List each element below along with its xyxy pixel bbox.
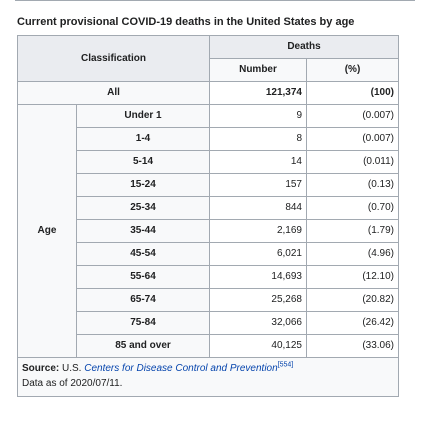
deaths-number: 157: [209, 173, 307, 197]
header-row-top: Classification Deaths: [17, 35, 400, 82]
age-row: 55-64 14,693 (12.10): [18, 265, 400, 289]
age-range-label: 35-44: [76, 219, 210, 243]
deaths-percent: (0.13): [305, 173, 400, 197]
deaths-header: Deaths: [208, 35, 400, 59]
age-row: 25-34 844 (0.70): [18, 196, 400, 220]
deaths-percent: (26.42): [305, 311, 400, 335]
source-cell: Source: U.S. Centers for Disease Control…: [16, 357, 400, 397]
age-row: Age Under 1 9 (0.007): [17, 104, 400, 358]
age-range-label: 5-14: [76, 150, 210, 174]
deaths-percent: (0.007): [305, 104, 400, 128]
age-range-label: 55-64: [76, 265, 210, 289]
deaths-percent: (20.82): [305, 288, 400, 312]
all-label: All: [17, 81, 210, 105]
age-range-label: 65-74: [76, 288, 210, 312]
deaths-percent: (0.011): [305, 150, 400, 174]
deaths-number: 844: [209, 196, 307, 220]
number-header: Number: [209, 58, 307, 82]
percent-header: (%): [305, 58, 400, 82]
deaths-percent: (0.70): [305, 196, 400, 220]
all-percent: (100): [305, 81, 400, 105]
age-range-label: 1-4: [76, 127, 210, 151]
age-range-label: 85 and over: [76, 334, 210, 358]
source-label: Source:: [22, 363, 60, 374]
age-row: 75-84 32,066 (26.42): [18, 311, 400, 335]
age-row: 85 and over 40,125 (33.06): [18, 334, 400, 358]
age-range-label: Under 1: [76, 104, 210, 128]
table-caption: Current provisional COVID-19 deaths in t…: [17, 16, 355, 28]
data-as-of: Data as of 2020/07/11.: [22, 378, 123, 389]
deaths-number: 40,125: [209, 334, 307, 358]
age-row: 35-44 2,169 (1.79): [18, 219, 400, 243]
deaths-number: 9: [209, 104, 307, 128]
age-range-label: 15-24: [76, 173, 210, 197]
cdc-link[interactable]: Centers for Disease Control and Preventi…: [84, 363, 278, 374]
age-row: 45-54 6,021 (4.96): [18, 242, 400, 266]
age-range-label: 75-84: [76, 311, 210, 335]
deaths-number: 6,021: [209, 242, 307, 266]
deaths-number: 2,169: [209, 219, 307, 243]
header-row-sub: Number (%): [18, 58, 400, 82]
deaths-number: 14,693: [209, 265, 307, 289]
deaths-number: 14: [209, 150, 307, 174]
source-prefix: U.S.: [62, 363, 82, 374]
deaths-percent: (0.007): [305, 127, 400, 151]
all-number: 121,374: [209, 81, 307, 105]
deaths-number: 25,268: [209, 288, 307, 312]
deaths-percent: (33.06): [305, 334, 400, 358]
deaths-number: 32,066: [209, 311, 307, 335]
all-row: All 121,374 (100): [17, 81, 400, 105]
classification-header: Classification: [17, 35, 210, 82]
deaths-percent: (1.79): [305, 219, 400, 243]
age-row: 65-74 25,268 (20.82): [18, 288, 400, 312]
source-row: Source: U.S. Centers for Disease Control…: [16, 357, 400, 397]
age-range-label: 25-34: [76, 196, 210, 220]
covid-deaths-table: Classification Deaths Number (%) All 121…: [16, 35, 400, 397]
top-divider: [15, 0, 415, 1]
deaths-percent: (4.96): [305, 242, 400, 266]
age-range-label: 45-54: [76, 242, 210, 266]
age-row: 15-24 157 (0.13): [18, 173, 400, 197]
deaths-percent: (12.10): [305, 265, 400, 289]
deaths-number: 8: [209, 127, 307, 151]
age-row: 1-4 8 (0.007): [18, 127, 400, 151]
age-group-label: Age: [17, 104, 77, 358]
reference-link[interactable]: [554]: [277, 361, 294, 369]
